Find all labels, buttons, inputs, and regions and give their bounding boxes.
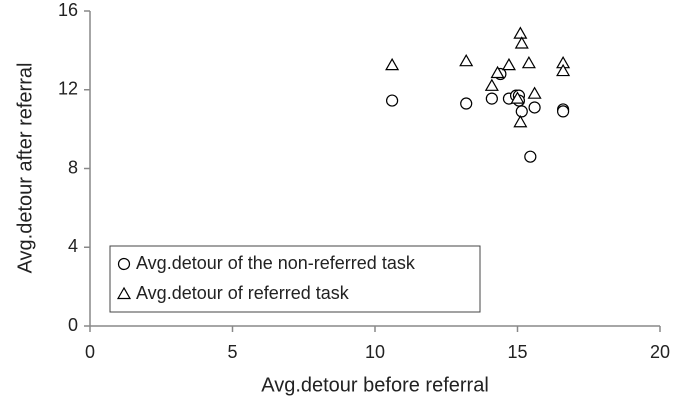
marker-circle — [528, 101, 541, 114]
x-tick-label: 10 — [365, 342, 385, 362]
marker-circle — [524, 150, 537, 163]
y-tick-label: 4 — [68, 236, 78, 256]
marker-triangle — [501, 57, 516, 71]
x-tick-label: 20 — [650, 342, 670, 362]
y-tick-label: 8 — [68, 157, 78, 177]
legend-label: Avg.detour of the non-referred task — [136, 253, 416, 273]
marker-triangle — [521, 55, 536, 69]
y-axis-label: Avg.detour after referral — [14, 63, 36, 274]
marker-circle — [460, 97, 473, 110]
marker-triangle — [459, 53, 474, 67]
marker-circle — [556, 105, 570, 118]
marker-triangle — [116, 286, 132, 300]
x-tick-label: 5 — [227, 342, 237, 362]
y-tick-label: 12 — [58, 79, 78, 99]
x-axis-label: Avg.detour before referral — [261, 374, 489, 396]
marker-circle — [117, 257, 131, 271]
y-tick-label: 0 — [68, 315, 78, 335]
marker-triangle — [490, 65, 505, 79]
legend-label: Avg.detour of referred task — [136, 283, 350, 303]
marker-triangle — [513, 115, 528, 128]
marker-triangle — [514, 36, 529, 49]
marker-triangle — [556, 63, 571, 77]
x-tick-label: 0 — [85, 342, 95, 362]
marker-triangle — [484, 78, 499, 91]
marker-triangle — [513, 26, 528, 39]
marker-circle — [485, 92, 498, 105]
marker-circle — [515, 105, 528, 118]
x-tick-label: 15 — [507, 342, 527, 362]
marker-triangle — [510, 91, 525, 104]
marker-triangle — [527, 86, 542, 99]
marker-triangle — [385, 57, 400, 71]
y-tick-label: 16 — [58, 0, 78, 20]
legend-box — [109, 245, 481, 313]
marker-circle — [386, 94, 399, 107]
